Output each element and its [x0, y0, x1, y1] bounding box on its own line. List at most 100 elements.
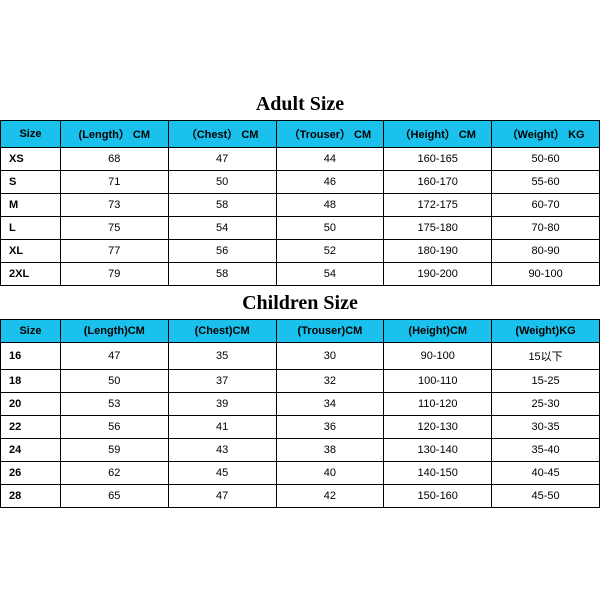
size-cell: M — [1, 193, 61, 216]
data-cell: 75 — [60, 216, 168, 239]
data-cell: 90-100 — [492, 262, 600, 285]
size-cell: 16 — [1, 342, 61, 369]
data-cell: 56 — [60, 415, 168, 438]
children-header-row: Size (Length)CM (Chest)CM (Trouser)CM (H… — [1, 319, 600, 342]
data-cell: 34 — [276, 392, 384, 415]
size-cell: 18 — [1, 369, 61, 392]
data-cell: 50 — [168, 170, 276, 193]
data-cell: 59 — [60, 438, 168, 461]
size-cell: 26 — [1, 461, 61, 484]
data-cell: 150-160 — [384, 484, 492, 507]
data-cell: 160-165 — [384, 147, 492, 170]
adult-table-body: XS684744160-16550-60S715046160-17055-60M… — [1, 147, 600, 285]
data-cell: 47 — [168, 147, 276, 170]
data-cell: 35-40 — [492, 438, 600, 461]
data-cell: 65 — [60, 484, 168, 507]
data-cell: 175-180 — [384, 216, 492, 239]
data-cell: 43 — [168, 438, 276, 461]
table-row: 1647353090-10015以下 — [1, 342, 600, 369]
table-row: 18503732100-11015-25 — [1, 369, 600, 392]
size-cell: XS — [1, 147, 61, 170]
data-cell: 47 — [60, 342, 168, 369]
data-cell: 71 — [60, 170, 168, 193]
data-cell: 120-130 — [384, 415, 492, 438]
table-row: 20533934110-12025-30 — [1, 392, 600, 415]
table-row: 28654742150-16045-50 — [1, 484, 600, 507]
data-cell: 36 — [276, 415, 384, 438]
data-cell: 39 — [168, 392, 276, 415]
data-cell: 56 — [168, 239, 276, 262]
table-row: M735848172-17560-70 — [1, 193, 600, 216]
data-cell: 40 — [276, 461, 384, 484]
size-cell: 22 — [1, 415, 61, 438]
children-col-weight: (Weight)KG — [492, 319, 600, 342]
children-size-table: Size (Length)CM (Chest)CM (Trouser)CM (H… — [0, 319, 600, 508]
data-cell: 54 — [276, 262, 384, 285]
children-col-height: (Height)CM — [384, 319, 492, 342]
table-row: 2XL795854190-20090-100 — [1, 262, 600, 285]
data-cell: 15-25 — [492, 369, 600, 392]
size-cell: XL — [1, 239, 61, 262]
data-cell: 80-90 — [492, 239, 600, 262]
data-cell: 52 — [276, 239, 384, 262]
data-cell: 130-140 — [384, 438, 492, 461]
adult-size-table: Size (Length） CM （Chest） CM （Trouser） CM… — [0, 120, 600, 286]
adult-size-title: Adult Size — [0, 93, 600, 116]
data-cell: 100-110 — [384, 369, 492, 392]
table-row: XL775652180-19080-90 — [1, 239, 600, 262]
data-cell: 15以下 — [492, 342, 600, 369]
data-cell: 160-170 — [384, 170, 492, 193]
data-cell: 140-150 — [384, 461, 492, 484]
data-cell: 41 — [168, 415, 276, 438]
table-row: S715046160-17055-60 — [1, 170, 600, 193]
data-cell: 44 — [276, 147, 384, 170]
data-cell: 40-45 — [492, 461, 600, 484]
data-cell: 38 — [276, 438, 384, 461]
data-cell: 58 — [168, 262, 276, 285]
table-row: XS684744160-16550-60 — [1, 147, 600, 170]
size-chart-container: Adult Size Size (Length） CM （Chest） CM （… — [0, 83, 600, 518]
table-row: 24594338130-14035-40 — [1, 438, 600, 461]
data-cell: 45 — [168, 461, 276, 484]
children-size-title: Children Size — [0, 292, 600, 315]
adult-col-length: (Length） CM — [60, 120, 168, 147]
data-cell: 68 — [60, 147, 168, 170]
data-cell: 54 — [168, 216, 276, 239]
data-cell: 50 — [276, 216, 384, 239]
data-cell: 42 — [276, 484, 384, 507]
data-cell: 73 — [60, 193, 168, 216]
adult-col-chest: （Chest） CM — [168, 120, 276, 147]
size-cell: L — [1, 216, 61, 239]
children-col-length: (Length)CM — [60, 319, 168, 342]
size-cell: 20 — [1, 392, 61, 415]
data-cell: 35 — [168, 342, 276, 369]
data-cell: 60-70 — [492, 193, 600, 216]
data-cell: 50 — [60, 369, 168, 392]
data-cell: 30-35 — [492, 415, 600, 438]
data-cell: 79 — [60, 262, 168, 285]
data-cell: 47 — [168, 484, 276, 507]
adult-col-weight: （Weight） KG — [492, 120, 600, 147]
data-cell: 45-50 — [492, 484, 600, 507]
data-cell: 110-120 — [384, 392, 492, 415]
size-cell: 2XL — [1, 262, 61, 285]
data-cell: 62 — [60, 461, 168, 484]
size-cell: 24 — [1, 438, 61, 461]
data-cell: 90-100 — [384, 342, 492, 369]
data-cell: 48 — [276, 193, 384, 216]
table-row: L755450175-18070-80 — [1, 216, 600, 239]
data-cell: 58 — [168, 193, 276, 216]
data-cell: 32 — [276, 369, 384, 392]
data-cell: 37 — [168, 369, 276, 392]
data-cell: 190-200 — [384, 262, 492, 285]
data-cell: 46 — [276, 170, 384, 193]
data-cell: 70-80 — [492, 216, 600, 239]
size-cell: 28 — [1, 484, 61, 507]
children-col-size: Size — [1, 319, 61, 342]
data-cell: 180-190 — [384, 239, 492, 262]
children-table-body: 1647353090-10015以下18503732100-11015-2520… — [1, 342, 600, 507]
children-col-chest: (Chest)CM — [168, 319, 276, 342]
data-cell: 172-175 — [384, 193, 492, 216]
size-cell: S — [1, 170, 61, 193]
data-cell: 50-60 — [492, 147, 600, 170]
